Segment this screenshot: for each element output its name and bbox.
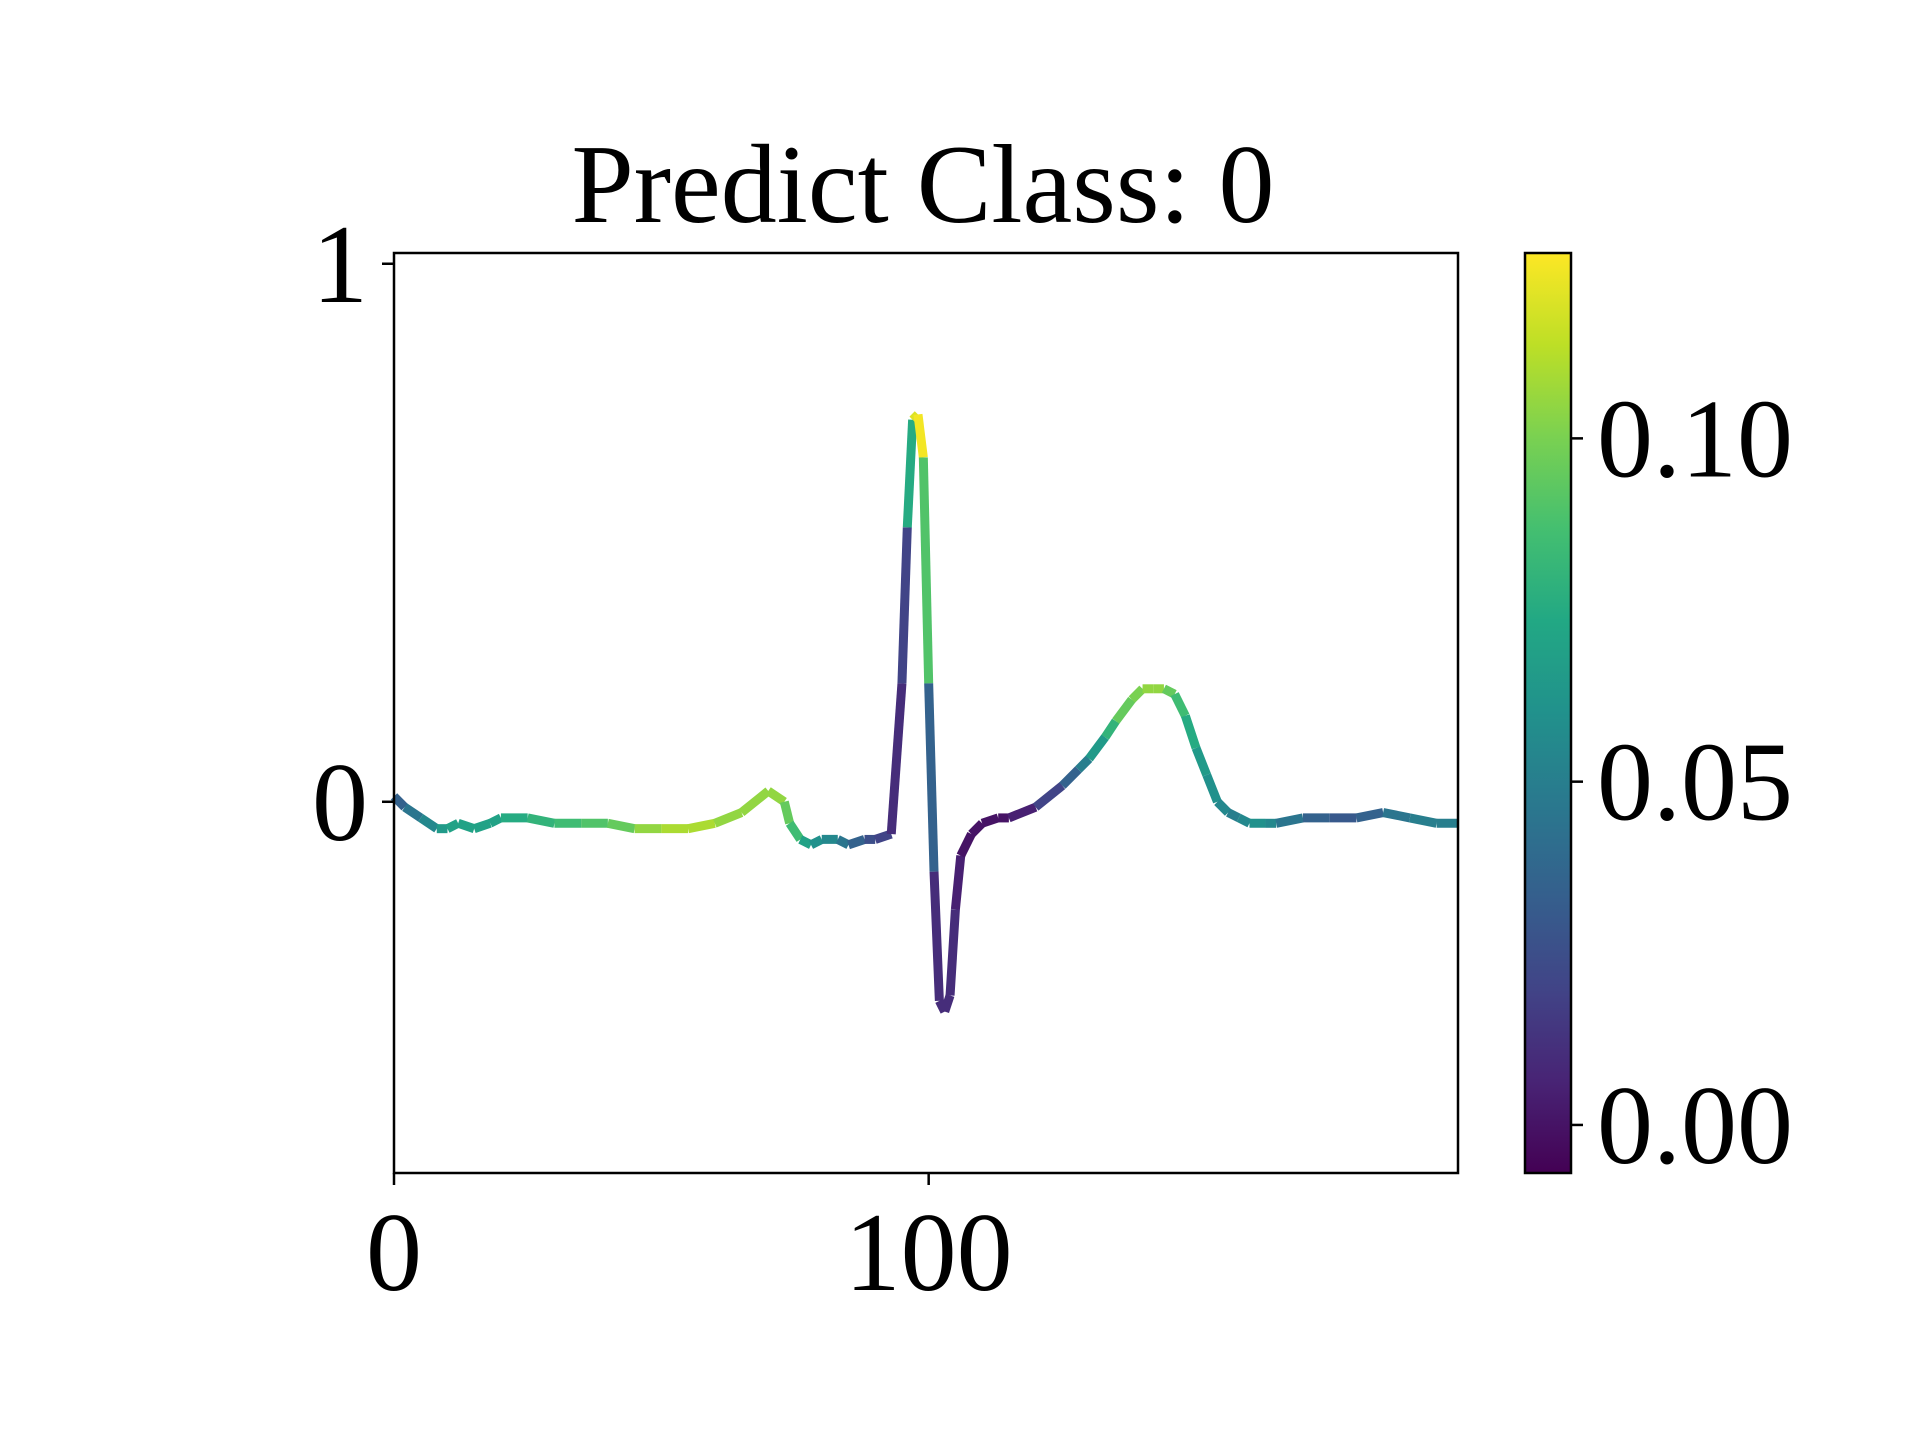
series-segment xyxy=(1275,813,1304,828)
series-segment xyxy=(924,683,939,872)
series-segment xyxy=(1170,692,1190,718)
series-segment xyxy=(897,527,912,684)
series-segment xyxy=(1382,808,1411,823)
series-segment xyxy=(1236,813,1252,828)
series-segment xyxy=(918,457,934,684)
series-segment xyxy=(1085,734,1109,762)
series-segment xyxy=(913,413,928,458)
series-segment xyxy=(765,787,787,806)
series-segment xyxy=(945,909,960,996)
series-segment xyxy=(809,835,824,849)
series-segment xyxy=(847,835,866,850)
series-segment xyxy=(606,818,636,834)
x-tick-label: 0 xyxy=(366,1191,422,1315)
series-segment xyxy=(902,419,918,528)
series-segment xyxy=(713,808,744,828)
series-segment xyxy=(929,871,944,1002)
x-tick-label: 100 xyxy=(845,1191,1013,1315)
series-segment xyxy=(873,829,893,844)
colorbar-ticks: 0.00 0.05 0.10 xyxy=(1571,377,1793,1188)
series-segment xyxy=(798,835,814,849)
y-tick-label: 0 xyxy=(312,741,368,865)
series-segment xyxy=(472,819,492,833)
colorbar: 0.00 0.05 0.10 xyxy=(1523,251,1793,1188)
series-segment xyxy=(835,835,851,849)
series-segment xyxy=(1408,813,1438,828)
plot-frame xyxy=(392,251,1460,1175)
series-segment xyxy=(1214,798,1232,816)
series-segment xyxy=(1191,746,1211,777)
series-segment xyxy=(1059,766,1082,789)
series-segment xyxy=(418,814,440,833)
series-segment xyxy=(1226,808,1241,822)
series-segment xyxy=(488,813,503,828)
series-segment xyxy=(956,832,976,858)
series-segment xyxy=(1181,714,1201,750)
plot-area xyxy=(390,251,1460,1175)
series-segment xyxy=(456,819,476,833)
series-segment xyxy=(968,820,986,838)
chart-title: Predict Class: 0 xyxy=(571,123,1274,247)
series-layer xyxy=(390,411,1458,1014)
colorbar-gradient xyxy=(1523,251,1573,1175)
series-segment xyxy=(1007,802,1038,823)
series-segment xyxy=(779,800,795,825)
series-segment xyxy=(1032,782,1066,811)
series-segment xyxy=(886,683,907,835)
series-segment xyxy=(687,818,716,834)
series-segment xyxy=(980,813,1000,828)
series-segment xyxy=(1355,808,1385,823)
series-segment xyxy=(402,803,424,822)
series-segment xyxy=(1202,773,1222,804)
series-segment xyxy=(738,787,772,817)
series-segment xyxy=(785,820,805,842)
series-segment xyxy=(950,855,966,910)
series-segment xyxy=(526,813,556,828)
series-segment xyxy=(390,793,408,811)
colorbar-tick-label: 0.10 xyxy=(1597,377,1793,501)
series-segment xyxy=(1075,755,1093,773)
colorbar-tick-label: 0.00 xyxy=(1597,1064,1793,1188)
x-axis: 0 100 xyxy=(366,1173,1013,1315)
series-segment xyxy=(940,994,955,1014)
series-segment xyxy=(1128,685,1146,703)
y-axis: 01 xyxy=(312,203,394,865)
series-segment xyxy=(1112,696,1136,724)
series-segment xyxy=(1101,718,1120,740)
colorbar-tick-label: 0.05 xyxy=(1597,721,1793,845)
series-segment xyxy=(445,819,461,833)
y-tick-label: 1 xyxy=(312,203,368,327)
series-segment xyxy=(1161,684,1177,699)
